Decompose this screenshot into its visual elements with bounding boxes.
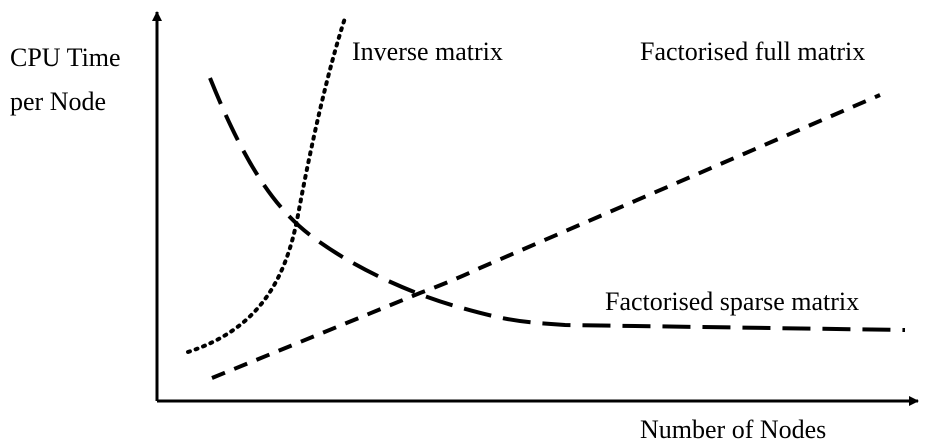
x-axis-label: Number of Nodes xyxy=(640,415,826,444)
full-matrix-curve xyxy=(211,93,881,380)
curve-label: Inverse matrix xyxy=(352,37,503,66)
y-axis-label: CPU Time xyxy=(10,43,121,72)
curve-label: Factorised sparse matrix xyxy=(605,287,859,316)
sparse-matrix-curve xyxy=(208,77,906,332)
inverse-matrix-curve xyxy=(186,16,347,354)
curve-label: Factorised full matrix xyxy=(640,37,865,66)
y-axis-label: per Node xyxy=(10,87,106,116)
